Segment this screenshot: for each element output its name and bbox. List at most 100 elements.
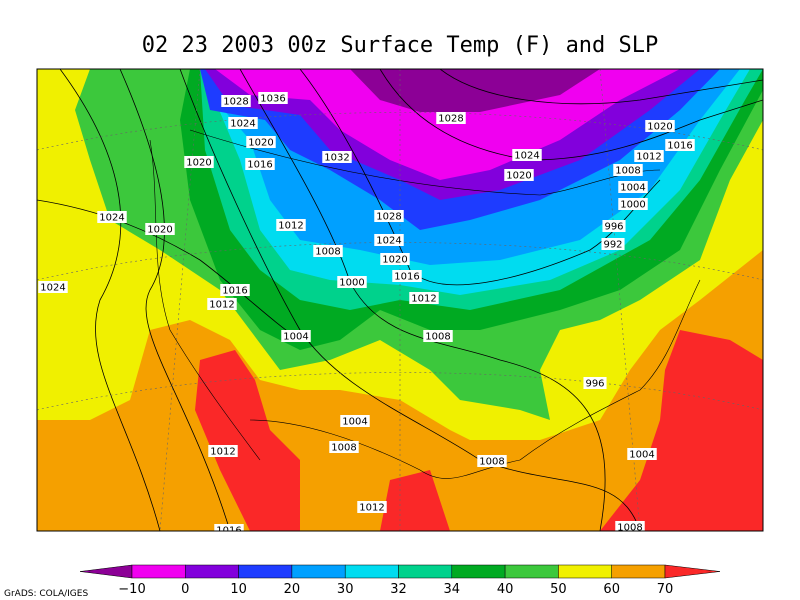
colorbar-segment [451, 564, 506, 579]
isobar-label-box [601, 238, 625, 250]
isobar-label: 996 [583, 377, 607, 390]
map: 1028 1036 1024 1020 1020 1016 1032 1028 1024 1020… [37, 69, 763, 531]
isobar-label-text: 1000 [620, 200, 645, 211]
isobar-label-text: 1008 [479, 457, 504, 468]
isobar-label: 996 [602, 220, 626, 233]
isobar-label-box [583, 377, 607, 389]
credit: GrADS: COLA/IGES [4, 589, 88, 599]
isobar-label-box [228, 117, 258, 129]
isobar-label: 1028 [374, 210, 404, 223]
colorbar-segment [558, 564, 612, 579]
colorbar-label: 10 [230, 582, 247, 597]
isobar-label: 1012 [409, 292, 439, 305]
isobar-label: 1020 [645, 120, 675, 133]
isobar-label-box [246, 136, 276, 148]
isobar-label-text: 1020 [186, 158, 211, 169]
isobar-label: 1000 [337, 276, 367, 289]
isobar-label-text: 1028 [376, 212, 401, 223]
isobar-label-box [602, 220, 626, 232]
isobar-label-text: 992 [603, 240, 622, 251]
isobar-label-box [221, 95, 251, 107]
isobar-label-text: 1036 [260, 94, 285, 105]
isobar-label-box [145, 223, 175, 235]
colorbar-label: 20 [284, 582, 301, 597]
map-frame [36, 68, 764, 532]
isobar-label: 1028 [221, 95, 251, 108]
isobar-label-text: 1024 [230, 119, 255, 130]
warm-patch [195, 350, 300, 531]
isobar-label: 1020 [504, 169, 534, 182]
isobar-label-box [380, 253, 410, 265]
colorbar-segment [398, 564, 453, 579]
colorbar-arrow [664, 564, 721, 579]
isobar-label-box [313, 245, 343, 257]
isobar-label-box [281, 330, 311, 342]
isobar-label-text: 1008 [615, 166, 640, 177]
isobar-label-box [276, 219, 306, 231]
isobar-label-box [618, 181, 648, 193]
isobar-label-text: 1020 [248, 138, 273, 149]
isobar-label-box [512, 149, 542, 161]
colorbar-label: 40 [497, 582, 514, 597]
isobar-label-text: 996 [604, 222, 623, 233]
isobar-label-text: 1012 [210, 447, 235, 458]
isobar-label-text: 1000 [339, 278, 364, 289]
isobar-label-box [220, 284, 250, 296]
isobar-label-box [184, 156, 214, 168]
isobar-label-text: 1020 [506, 171, 531, 182]
isobar-label-text: 1008 [315, 247, 340, 258]
isobars [37, 69, 763, 531]
colorbar-label: 30 [337, 582, 354, 597]
isobar-label: 1004 [627, 448, 657, 461]
isobar-label-box [329, 441, 359, 453]
colorbar-label: 32 [390, 582, 407, 597]
isobar-label-box [97, 211, 127, 223]
colorbar-segment [131, 564, 186, 579]
isobar-label-box [477, 455, 507, 467]
isobar-label-box [504, 169, 534, 181]
isobar-label-text: 1016 [222, 286, 247, 297]
isobar-label: 1004 [281, 330, 311, 343]
isobar-label-text: 1028 [223, 97, 248, 108]
colorbar-segment [344, 564, 399, 579]
isobar-label: 1012 [357, 501, 387, 514]
isobar-label: 1020 [246, 136, 276, 149]
isobar-label-box [337, 276, 367, 288]
isobar-label-box [409, 292, 439, 304]
isobar-label-text: 1016 [667, 141, 692, 152]
colorbar-label: 60 [603, 582, 620, 597]
isobar-label-box [613, 164, 643, 176]
isobar-label-text: 1004 [620, 183, 645, 194]
isobar-label-text: 1024 [40, 283, 65, 294]
isobar-label-text: 1012 [411, 294, 436, 305]
isobar-label-box [627, 448, 657, 460]
isobar-label: 1000 [618, 198, 648, 211]
isobar-label-text: 1028 [438, 114, 463, 125]
isobar-label: 1008 [615, 521, 645, 531]
isobar-label-box [245, 158, 275, 170]
isobar-label-box [645, 120, 675, 132]
colorbar-segment [185, 564, 239, 579]
isobar-label-box [615, 521, 645, 531]
isobar-label-text: 1004 [283, 332, 308, 343]
isobar-label-text: 1004 [629, 450, 654, 461]
isobar-label-box [340, 415, 370, 427]
isobar-label-box [436, 112, 466, 124]
isobar-label-box [665, 139, 695, 151]
colorbar-segment [291, 564, 346, 579]
isobar-label: 1020 [145, 223, 175, 236]
borders [149, 129, 701, 479]
isobar-label: 1036 [258, 92, 288, 105]
isobar-label: 1024 [374, 234, 404, 247]
isobar-label: 1016 [392, 270, 422, 283]
isobar-label-text: 1020 [382, 255, 407, 266]
isobar-label-box [258, 92, 288, 104]
isobar-label-text: 1008 [425, 332, 450, 343]
isobar-label-text: 1020 [647, 122, 672, 133]
band-minus10-0 [215, 69, 680, 180]
warm-patch [600, 330, 763, 531]
isobar-label: 1004 [340, 415, 370, 428]
isobar-label-text: 1016 [247, 160, 272, 171]
isobar-label: 1008 [477, 455, 507, 468]
isobar-label: 1016 [214, 524, 244, 531]
